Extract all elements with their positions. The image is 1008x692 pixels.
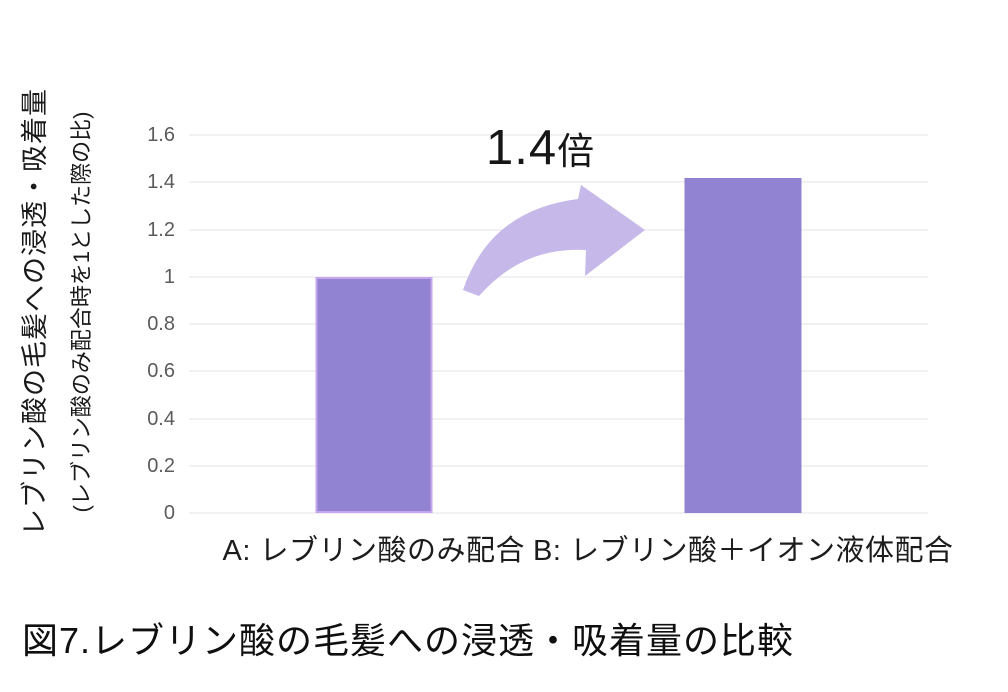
y-axis-title-main: レブリン酸の毛髪への浸透・吸着量 <box>20 88 50 536</box>
increase-arrow-shape <box>463 185 645 296</box>
y-tick-label: 0.8 <box>147 313 175 335</box>
x-category-label-a: A: レブリン酸のみ配合 <box>222 535 525 567</box>
ratio-annotation-suffix: 倍 <box>557 131 595 172</box>
y-axis-title: レブリン酸の毛髪への浸透・吸着量 (レブリン酸のみ配合時を1とした際の比) <box>10 88 104 536</box>
bar-b <box>684 177 802 513</box>
y-tick-label: 0.6 <box>147 360 175 383</box>
plot-area <box>189 134 928 514</box>
gridline <box>189 418 928 419</box>
gridline <box>189 134 928 136</box>
y-tick-label: 1.2 <box>147 218 175 241</box>
gridline <box>189 181 928 183</box>
y-tick-label: 0 <box>163 502 175 524</box>
bar-a <box>315 276 433 513</box>
gridline <box>189 512 928 514</box>
gridline <box>189 276 928 278</box>
y-tick-label: 0.4 <box>147 407 175 430</box>
figure-caption: 図7.レブリン酸の毛髪への浸透・吸着量の比較 <box>22 620 795 661</box>
gridline <box>189 323 928 325</box>
y-tick-label: 1.6 <box>147 124 175 146</box>
y-tick-label: 0.2 <box>147 454 175 477</box>
ratio-annotation-value: 1.4 <box>486 121 558 175</box>
y-tick-label: 1.4 <box>147 171 175 194</box>
y-tick-label: 1 <box>163 265 175 288</box>
gridline <box>189 465 928 467</box>
ratio-annotation: 1.4 倍 <box>486 121 595 176</box>
gridline <box>189 370 928 372</box>
x-axis-category-labels: A: レブリン酸のみ配合 B: レブリン酸＋イオン液体配合 <box>189 527 953 571</box>
y-axis-tick-labels: 0 0.2 0.4 0.6 0.8 1 1.2 1.4 1.6 <box>100 125 175 523</box>
x-category-label-b: B: レブリン酸＋イオン液体配合 <box>533 535 954 567</box>
increase-arrow-icon <box>463 185 645 296</box>
y-axis-title-sub: (レブリン酸のみ配合時を1とした際の比) <box>69 111 94 513</box>
